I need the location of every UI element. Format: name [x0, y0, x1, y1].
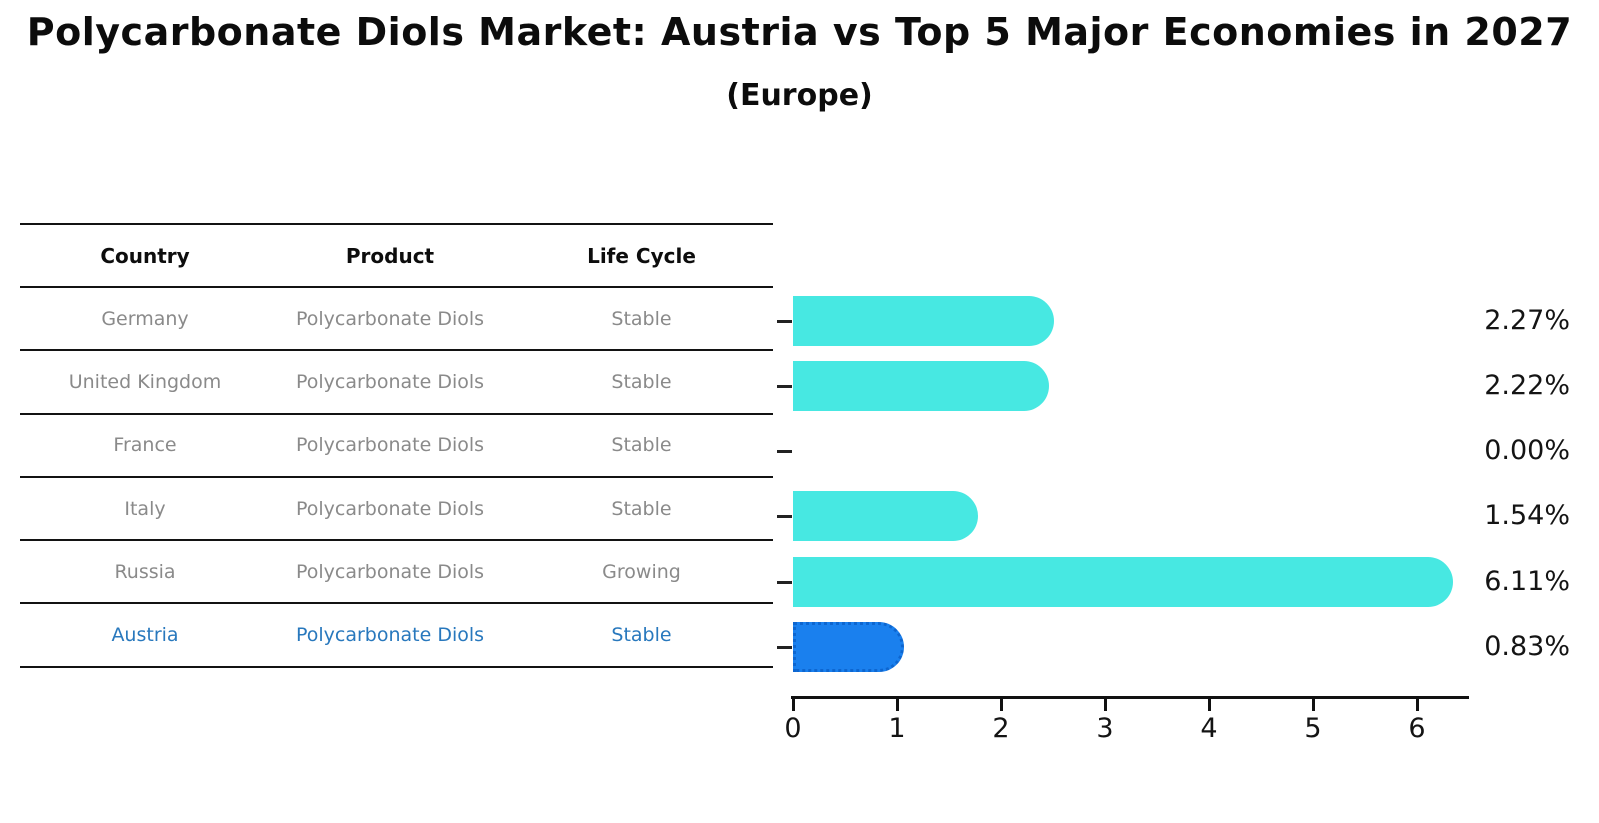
product-cell: Polycarbonate Diols — [295, 560, 485, 583]
lifecycle-cell: Stable — [611, 624, 672, 647]
x-tick-label-2: 2 — [992, 713, 1010, 744]
value-label-germany: 2.27% — [1484, 305, 1570, 336]
x-tick — [1311, 699, 1315, 711]
country-table: Country Product Life Cycle Germany Polyc… — [20, 223, 773, 668]
x-tick-label-5: 5 — [1304, 713, 1322, 744]
x-tick — [1415, 699, 1419, 711]
header-product: Product — [345, 243, 435, 268]
header-lifecycle: Life Cycle — [587, 243, 696, 268]
product-cell: Polycarbonate Diols — [295, 497, 485, 520]
country-cell: France — [113, 434, 177, 457]
y-tick — [777, 385, 792, 388]
lifecycle-cell: Growing — [602, 560, 681, 583]
x-axis-line — [791, 696, 1469, 699]
product-cell: Polycarbonate Diols — [295, 307, 485, 330]
table-row-united-kingdom: United Kingdom Polycarbonate Diols Stabl… — [20, 351, 773, 415]
bar-austria — [793, 622, 905, 672]
table-row-austria: Austria Polycarbonate Diols Stable — [20, 604, 773, 668]
product-cell: Polycarbonate Diols — [295, 370, 485, 393]
lifecycle-cell: Stable — [611, 370, 672, 393]
x-tick-label-0: 0 — [784, 713, 802, 744]
country-cell: Germany — [101, 307, 189, 330]
bar-italy — [793, 491, 979, 541]
value-label-france: 0.00% — [1484, 435, 1570, 466]
x-tick-label-4: 4 — [1200, 713, 1218, 744]
product-cell: Polycarbonate Diols — [295, 624, 485, 647]
y-tick — [777, 450, 792, 453]
x-tick — [1103, 699, 1107, 711]
bar-russia — [793, 557, 1454, 607]
table-row-italy: Italy Polycarbonate Diols Stable — [20, 478, 773, 542]
x-tick — [999, 699, 1003, 711]
product-cell: Polycarbonate Diols — [295, 434, 485, 457]
country-cell: Austria — [111, 624, 179, 647]
x-tick-label-3: 3 — [1096, 713, 1114, 744]
header-country: Country — [100, 243, 190, 268]
lifecycle-cell: Stable — [611, 307, 672, 330]
table-header-row: Country Product Life Cycle — [20, 225, 773, 288]
x-tick — [1207, 699, 1211, 711]
bar-germany — [793, 296, 1055, 346]
bar-united-kingdom — [793, 361, 1049, 411]
chart-subtitle: (Europe) — [726, 78, 873, 113]
value-label-united-kingdom: 2.22% — [1484, 370, 1570, 401]
country-cell: Italy — [124, 497, 166, 520]
value-label-austria: 0.83% — [1484, 631, 1570, 662]
x-tick-label-6: 6 — [1408, 713, 1426, 744]
table-row-germany: Germany Polycarbonate Diols Stable — [20, 288, 773, 352]
y-tick — [777, 581, 792, 584]
y-tick — [777, 320, 792, 323]
chart-title: Polycarbonate Diols Market: Austria vs T… — [26, 10, 1573, 54]
x-tick-label-1: 1 — [888, 713, 906, 744]
table-row-france: France Polycarbonate Diols Stable — [20, 415, 773, 478]
value-label-russia: 6.11% — [1484, 566, 1570, 597]
y-tick — [777, 515, 792, 518]
x-tick — [895, 699, 899, 711]
lifecycle-cell: Stable — [611, 497, 672, 520]
country-cell: United Kingdom — [68, 370, 222, 393]
value-label-italy: 1.54% — [1484, 500, 1570, 531]
country-cell: Russia — [114, 560, 176, 583]
table-row-russia: Russia Polycarbonate Diols Growing — [20, 541, 773, 605]
y-tick — [777, 646, 792, 649]
x-tick — [791, 699, 795, 711]
lifecycle-cell: Stable — [611, 434, 672, 457]
